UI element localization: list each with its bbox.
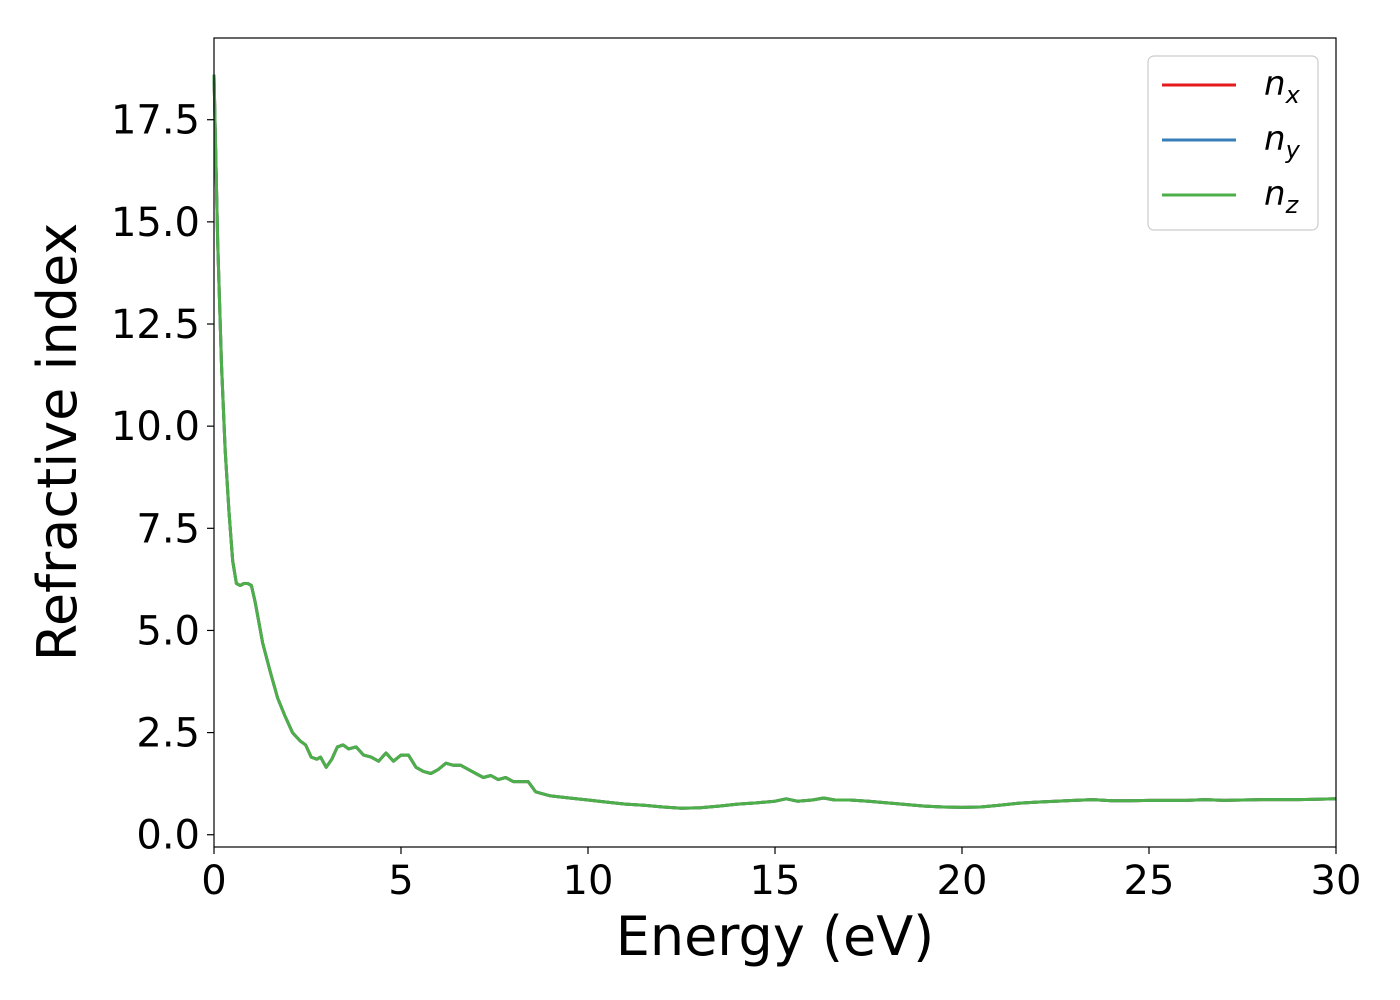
y-tick-label: 17.5	[111, 98, 200, 144]
x-tick-label: 25	[1124, 858, 1175, 904]
x-tick-label: 10	[563, 858, 614, 904]
y-tick-label: 2.5	[136, 711, 200, 757]
y-axis-label: Refractive index	[26, 223, 89, 662]
y-tick-label: 10.0	[111, 404, 200, 450]
x-tick-label: 15	[750, 858, 801, 904]
y-tick-label: 0.0	[136, 813, 200, 859]
x-axis-label: Energy (eV)	[616, 905, 935, 968]
ticks-layer: 0 5 10 15 20 25 30 0.0 2.5 5.0 7.5 10.0 12.5 15.0 17.5	[111, 98, 1362, 904]
series-line-nz	[212, 74, 1337, 810]
y-tick-label: 7.5	[136, 506, 200, 552]
x-tick-label: 30	[1311, 858, 1362, 904]
x-tick-label: 20	[937, 858, 988, 904]
y-tick-label: 12.5	[111, 302, 200, 348]
legend-label-nx: nx	[1264, 64, 1301, 109]
y-tick-label: 5.0	[136, 608, 200, 654]
y-tick-label: 15.0	[111, 200, 200, 246]
legend-box	[1147, 55, 1319, 231]
legend-label-nz: nz	[1264, 174, 1300, 219]
legend-label-ny: ny	[1264, 119, 1301, 164]
series-layer	[212, 74, 1337, 810]
legend: nx ny nz	[1147, 55, 1319, 231]
x-tick-label: 5	[388, 858, 413, 904]
x-tick-label: 0	[201, 858, 226, 904]
